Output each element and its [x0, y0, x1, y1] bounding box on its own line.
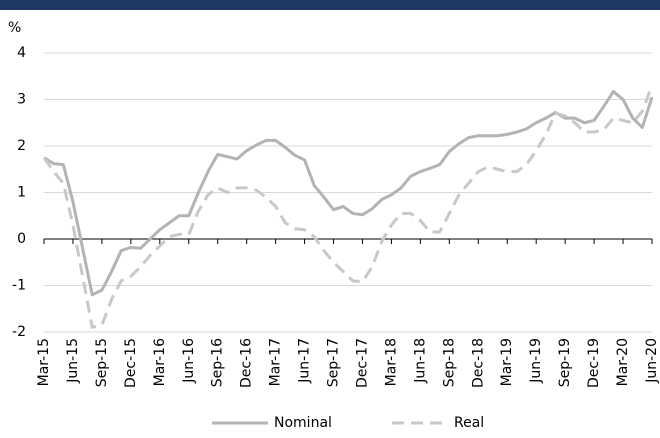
y-axis-label: % [8, 20, 21, 36]
x-tick-label: Sep-18 [441, 338, 457, 387]
x-tick-label: Mar-20 [615, 338, 631, 386]
x-tick-label: Dec-16 [239, 338, 255, 388]
x-tick-label: Mar-18 [383, 338, 399, 386]
x-tick-label: Sep-15 [94, 338, 110, 387]
x-tick-label: Mar-16 [152, 338, 168, 386]
x-tick-label: Jun-16 [181, 338, 197, 384]
legend-label: Real [454, 415, 484, 431]
x-tick-label: Dec-18 [470, 338, 486, 388]
y-tick-label: 3 [17, 92, 26, 108]
x-tick-label: Mar-17 [268, 338, 284, 386]
x-tick-label: Dec-15 [123, 338, 139, 388]
y-tick-label: 1 [17, 185, 26, 201]
x-tick-label: Jun-17 [297, 338, 313, 384]
y-tick-label: -1 [12, 278, 26, 294]
legend-label: Nominal [274, 415, 332, 431]
y-tick-label: -2 [12, 324, 26, 340]
y-tick-label: 2 [17, 138, 26, 154]
x-tick-label: Dec-19 [586, 338, 602, 388]
x-tick-label: Mar-15 [36, 338, 52, 386]
x-tick-label: Jun-15 [65, 338, 81, 384]
x-tick-label: Jun-18 [412, 338, 428, 384]
x-tick-label: Jun-20 [644, 338, 660, 384]
y-tick-label: 4 [17, 45, 26, 61]
series-line [43, 90, 654, 297]
x-tick-label: Mar-19 [499, 338, 515, 386]
x-tick-label: Jun-19 [528, 338, 544, 384]
series-line [42, 85, 654, 329]
x-tick-label: Sep-17 [326, 338, 342, 387]
x-tick-label: Sep-19 [557, 338, 573, 387]
y-tick-label: 0 [17, 231, 26, 247]
title-banner [0, 0, 660, 10]
x-tick-label: Dec-17 [354, 338, 370, 388]
x-tick-label: Sep-16 [210, 338, 226, 387]
